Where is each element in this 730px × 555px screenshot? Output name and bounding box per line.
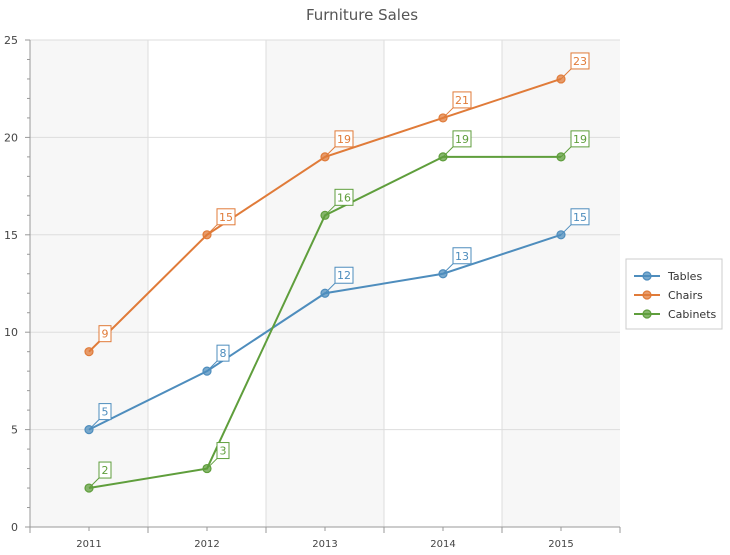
data-point — [556, 230, 566, 240]
data-label: 19 — [337, 133, 351, 146]
data-label-box — [452, 247, 472, 265]
data-point — [202, 366, 212, 376]
data-label-box — [216, 208, 236, 226]
data-label: 5 — [102, 406, 109, 419]
data-label-box — [216, 344, 230, 362]
x-tick-label: 2015 — [548, 539, 573, 550]
legend-label: Tables — [667, 270, 702, 283]
x-tick-label: 2011 — [76, 539, 101, 550]
data-label-box — [216, 442, 230, 460]
data-label: 23 — [573, 55, 587, 68]
y-tick-label: 0 — [11, 521, 18, 534]
x-tick-label: 2013 — [312, 539, 337, 550]
y-tick-label: 10 — [4, 326, 18, 339]
x-tick-label: 2014 — [430, 539, 455, 550]
data-point — [320, 152, 330, 162]
data-point — [84, 347, 94, 357]
legend-marker — [642, 290, 652, 300]
y-tick-label: 20 — [4, 131, 18, 144]
data-label-box — [452, 91, 472, 109]
data-label-box — [570, 208, 590, 226]
data-label-box — [98, 461, 112, 479]
data-point — [320, 288, 330, 298]
legend-item-cabinets: Cabinets — [634, 308, 717, 321]
y-tick-label: 15 — [4, 229, 18, 242]
data-label: 15 — [219, 211, 233, 224]
y-tick-label: 5 — [11, 424, 18, 437]
plot-bands — [30, 40, 620, 527]
data-label-box — [570, 52, 590, 70]
data-label-box — [334, 266, 354, 284]
data-label: 21 — [455, 94, 469, 107]
data-label: 8 — [220, 347, 227, 360]
data-label: 16 — [337, 191, 351, 204]
data-label: 9 — [102, 328, 109, 341]
data-point — [202, 463, 212, 474]
y-tick-label: 25 — [4, 34, 18, 47]
data-point — [84, 425, 94, 435]
data-point — [556, 74, 566, 84]
legend-item-chairs: Chairs — [634, 289, 703, 302]
legend-label: Chairs — [668, 289, 703, 302]
legend: Tables Chairs Cabinets — [625, 258, 723, 330]
series-cabinets: 2 3 16 19 19 — [84, 130, 590, 493]
data-label-box — [570, 130, 590, 148]
plot-band — [30, 40, 148, 527]
legend-label: Cabinets — [668, 308, 717, 321]
data-label-box — [98, 325, 112, 343]
data-label-box — [334, 130, 354, 148]
data-point — [84, 483, 94, 493]
series-tables: 5 8 12 13 15 — [84, 208, 590, 435]
data-label: 19 — [573, 133, 587, 146]
data-label: 15 — [573, 211, 587, 224]
data-label-box — [98, 403, 112, 421]
data-point — [556, 152, 566, 162]
data-label: 13 — [455, 250, 469, 263]
series-chairs: 9 15 19 21 23 — [84, 52, 590, 357]
x-tick-label: 2012 — [194, 539, 219, 550]
chart-title: Furniture Sales — [306, 6, 418, 24]
data-label: 19 — [455, 133, 469, 146]
data-point — [202, 230, 212, 240]
legend-marker — [642, 271, 652, 281]
data-label: 2 — [102, 464, 109, 477]
plot-band — [266, 40, 384, 527]
legend-item-tables: Tables — [634, 270, 702, 283]
legend-marker — [642, 309, 652, 319]
data-point — [438, 113, 448, 123]
plot-band — [502, 40, 620, 527]
data-label-box — [452, 130, 472, 148]
data-point — [320, 210, 330, 220]
data-label: 12 — [337, 269, 351, 282]
data-label: 3 — [220, 445, 227, 458]
data-point — [438, 152, 448, 162]
data-point — [438, 269, 448, 279]
data-label-box — [334, 188, 354, 206]
